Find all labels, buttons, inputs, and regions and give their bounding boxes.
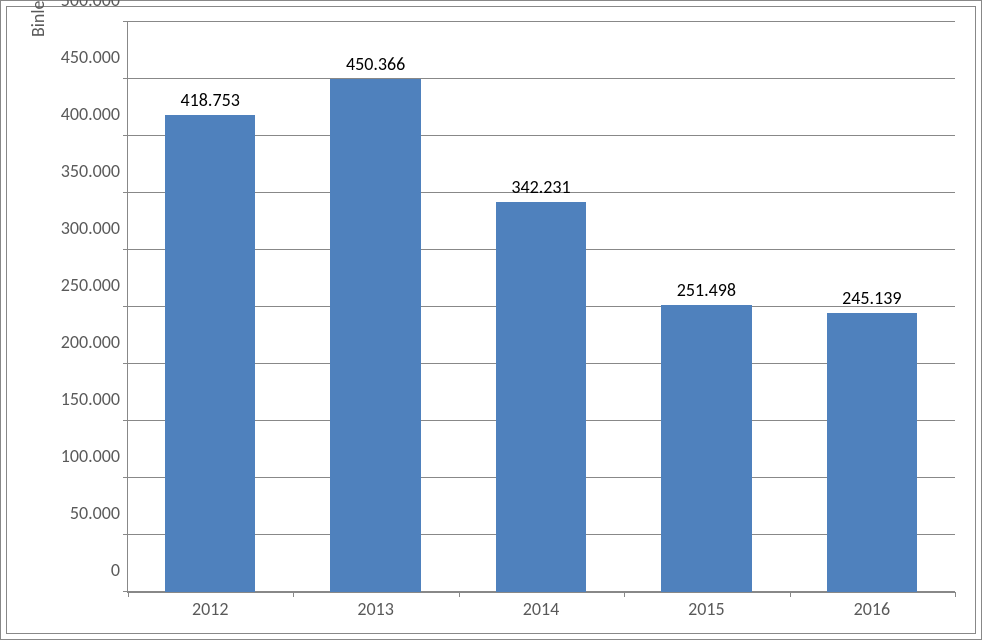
- y-tick-label: 300.000: [61, 217, 128, 239]
- x-tick-mark: [293, 592, 294, 597]
- bar-2016: 245.139: [827, 313, 917, 592]
- bar-value-label: 342.231: [511, 176, 570, 202]
- bar-2015: 251.498: [661, 305, 751, 592]
- bar-2013: 450.366: [330, 79, 420, 592]
- x-tick-label: 2014: [523, 592, 560, 620]
- x-tick-mark: [128, 592, 129, 597]
- y-tick-label: 0: [111, 559, 128, 581]
- bar-slot: 342.231 2014: [459, 22, 624, 592]
- y-tick-label: 100.000: [61, 445, 128, 467]
- bar-value-label: 418.753: [181, 89, 240, 115]
- y-tick-label: 200.000: [61, 331, 128, 353]
- y-tick-label: 350.000: [61, 160, 128, 182]
- chart-outer-frame: Binler 0 50.000 100.000 150.000 200.000 …: [0, 0, 982, 640]
- y-tick-label: 50.000: [70, 502, 128, 524]
- y-axis-title: Binler: [27, 0, 49, 37]
- bar-value-label: 450.366: [346, 53, 405, 79]
- x-tick-label: 2015: [688, 592, 725, 620]
- chart-inner-frame: Binler 0 50.000 100.000 150.000 200.000 …: [6, 6, 976, 634]
- bar-value-label: 251.498: [677, 279, 736, 305]
- bar-value-label: 245.139: [842, 287, 901, 313]
- bar-slot: 251.498 2015: [624, 22, 789, 592]
- bar-2014: 342.231: [496, 202, 586, 592]
- x-tick-mark: [624, 592, 625, 597]
- bar-slot: 418.753 2012: [128, 22, 293, 592]
- x-tick-label: 2013: [357, 592, 394, 620]
- bar-slot: 245.139 2016: [790, 22, 955, 592]
- y-tick-label: 500.000: [61, 0, 128, 11]
- y-tick-label: 250.000: [61, 274, 128, 296]
- x-tick-mark: [955, 592, 956, 597]
- x-tick-mark: [459, 592, 460, 597]
- bar-slot: 450.366 2013: [293, 22, 458, 592]
- x-tick-label: 2016: [854, 592, 891, 620]
- y-tick-label: 150.000: [61, 388, 128, 410]
- x-tick-label: 2012: [192, 592, 229, 620]
- y-tick-label: 400.000: [61, 103, 128, 125]
- y-tick-label: 450.000: [61, 46, 128, 68]
- bar-2012: 418.753: [165, 115, 255, 592]
- plot-area: 0 50.000 100.000 150.000 200.000 250.000…: [127, 22, 955, 593]
- x-tick-mark: [790, 592, 791, 597]
- bars-row: 418.753 2012 450.366 2013 342.231 2014: [128, 22, 955, 592]
